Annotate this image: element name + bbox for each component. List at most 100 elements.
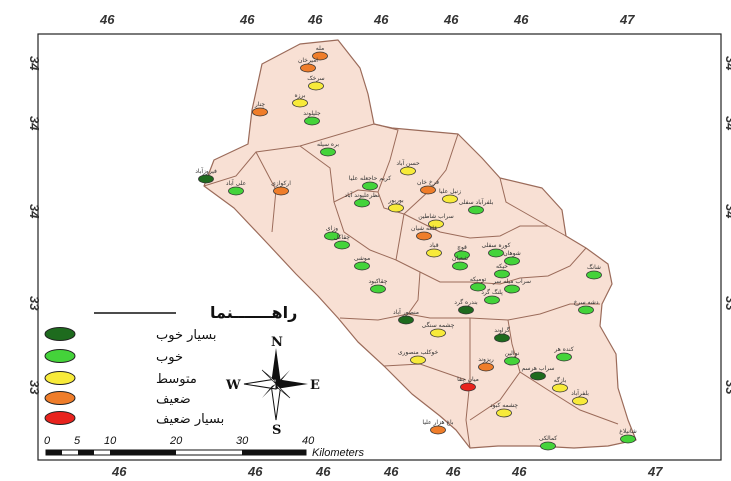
bottom-tick: 46 <box>511 464 527 479</box>
settlement-label: باغ هزار علیا <box>422 419 453 426</box>
settlement-label: بلفرآباد سفلی <box>459 197 494 206</box>
settlement-label: وزای <box>326 225 338 232</box>
settlement-label: کوره سفلی <box>482 242 511 249</box>
left-tick: 34 <box>27 116 42 131</box>
settlement-point <box>458 305 474 315</box>
top-tick: 46 <box>239 12 255 27</box>
settlement-point <box>620 434 636 444</box>
legend-item-label: ضعیف <box>156 392 191 407</box>
settlement-point <box>252 107 268 117</box>
settlement-label: زنبل علیا <box>439 188 461 195</box>
legend-swatch <box>44 327 76 341</box>
bottom-tick: 46 <box>315 464 331 479</box>
scale-tick-label: 40 <box>302 435 315 447</box>
scale-bar: 0 5 10 20 30 40 Kilometers <box>44 435 364 459</box>
left-tick: 33 <box>27 296 42 311</box>
compass-e-label: E <box>310 378 320 393</box>
settlement-point <box>398 315 414 325</box>
settlement-label: بندره گرد <box>454 298 478 306</box>
settlement-label: خوکلب منصوری <box>398 349 439 356</box>
right-tick: 33 <box>723 380 731 395</box>
settlement-point <box>198 174 214 184</box>
settlement-label: چشمه کبود <box>490 402 518 409</box>
settlement-label: بوربور <box>387 197 404 204</box>
settlement-point <box>308 81 324 91</box>
settlement-label: نوالین <box>505 350 520 357</box>
left-axis-labels: 34 34 34 33 33 <box>27 56 42 395</box>
legend-swatch <box>44 349 76 363</box>
settlement-label: مله <box>316 45 324 52</box>
settlement-point <box>552 383 568 393</box>
settlement-point <box>228 186 244 196</box>
settlement-point <box>410 355 426 365</box>
settlement-label: ریزوند <box>478 356 494 363</box>
settlement-label: سراب میله سر <box>492 278 531 285</box>
settlement-point <box>370 284 386 294</box>
settlement-label: شانیلاغ <box>619 428 637 435</box>
scale-tick-label: 20 <box>169 435 183 447</box>
settlement-point <box>273 186 289 196</box>
settlement-point <box>362 181 378 191</box>
left-tick: 34 <box>27 204 42 219</box>
bottom-tick: 47 <box>647 464 663 479</box>
settlement-label: کنده هر <box>553 346 573 353</box>
settlement-point <box>430 328 446 338</box>
settlement-label: سراب شاطین <box>418 213 454 220</box>
settlement-point <box>292 98 308 108</box>
top-tick: 47 <box>619 12 635 27</box>
bottom-axis-labels: 46 46 46 46 46 46 47 <box>111 464 663 479</box>
settlement-label: چقاکل <box>334 234 350 241</box>
left-tick: 33 <box>27 380 42 395</box>
settlement-point <box>504 356 520 366</box>
settlement-label: قباد <box>429 242 438 249</box>
settlement-point <box>488 248 504 258</box>
right-tick: 33 <box>723 296 731 311</box>
left-tick: 34 <box>27 56 42 71</box>
settlement-label: سراب هرسم <box>521 365 554 372</box>
settlement-label: موشی <box>354 255 370 262</box>
settlement-label: بازگه <box>554 376 567 384</box>
settlement-point <box>416 231 432 241</box>
settlement-label: تومیکه <box>470 276 487 283</box>
settlement-point <box>556 352 572 362</box>
top-tick: 46 <box>373 12 389 27</box>
settlement-point <box>504 284 520 294</box>
top-tick: 46 <box>443 12 459 27</box>
settlement-label: ارکوازی <box>271 180 291 187</box>
settlement-label: بلفرآباد <box>571 388 589 397</box>
scale-unit-label: Kilometers <box>312 447 364 459</box>
compass-n-label: N <box>271 335 283 350</box>
settlement-label: چنار <box>254 101 266 108</box>
settlement-label: میان چقا <box>457 376 479 383</box>
settlement-point <box>496 408 512 418</box>
top-axis-labels: 46 46 46 46 46 46 47 <box>99 12 635 27</box>
bottom-tick: 46 <box>383 464 399 479</box>
settlement-point <box>400 166 416 176</box>
scale-tick-label: 30 <box>236 435 249 447</box>
compass-east-arrow <box>276 379 308 389</box>
settlement-point <box>426 248 442 258</box>
compass-north-arrow <box>271 348 281 384</box>
compass-s-label: S <box>272 423 281 438</box>
settlement-label: سرخک <box>307 75 324 82</box>
settlement-point <box>484 295 500 305</box>
settlement-label: بره سیله <box>317 141 339 148</box>
settlement-label: حسن آباد <box>396 158 420 167</box>
settlement-point <box>312 51 328 61</box>
settlement-label: کمالکی <box>539 435 557 442</box>
settlement-point <box>504 256 520 266</box>
right-axis-labels: 34 34 34 33 33 <box>723 56 731 395</box>
top-tick: 46 <box>307 12 323 27</box>
settlement-point <box>420 185 436 195</box>
bottom-tick: 46 <box>445 464 461 479</box>
right-tick: 34 <box>723 56 731 71</box>
legend-item-label: خوب <box>156 350 183 365</box>
settlement-point <box>430 425 446 435</box>
right-tick: 34 <box>723 116 731 131</box>
legend-swatch <box>44 371 76 385</box>
settlement-label: گراوند <box>494 326 510 334</box>
settlement-label: علی آباد <box>226 178 246 187</box>
settlement-label: امیرخان <box>298 57 318 64</box>
legend-item-label: بسیار خوب <box>156 328 217 343</box>
